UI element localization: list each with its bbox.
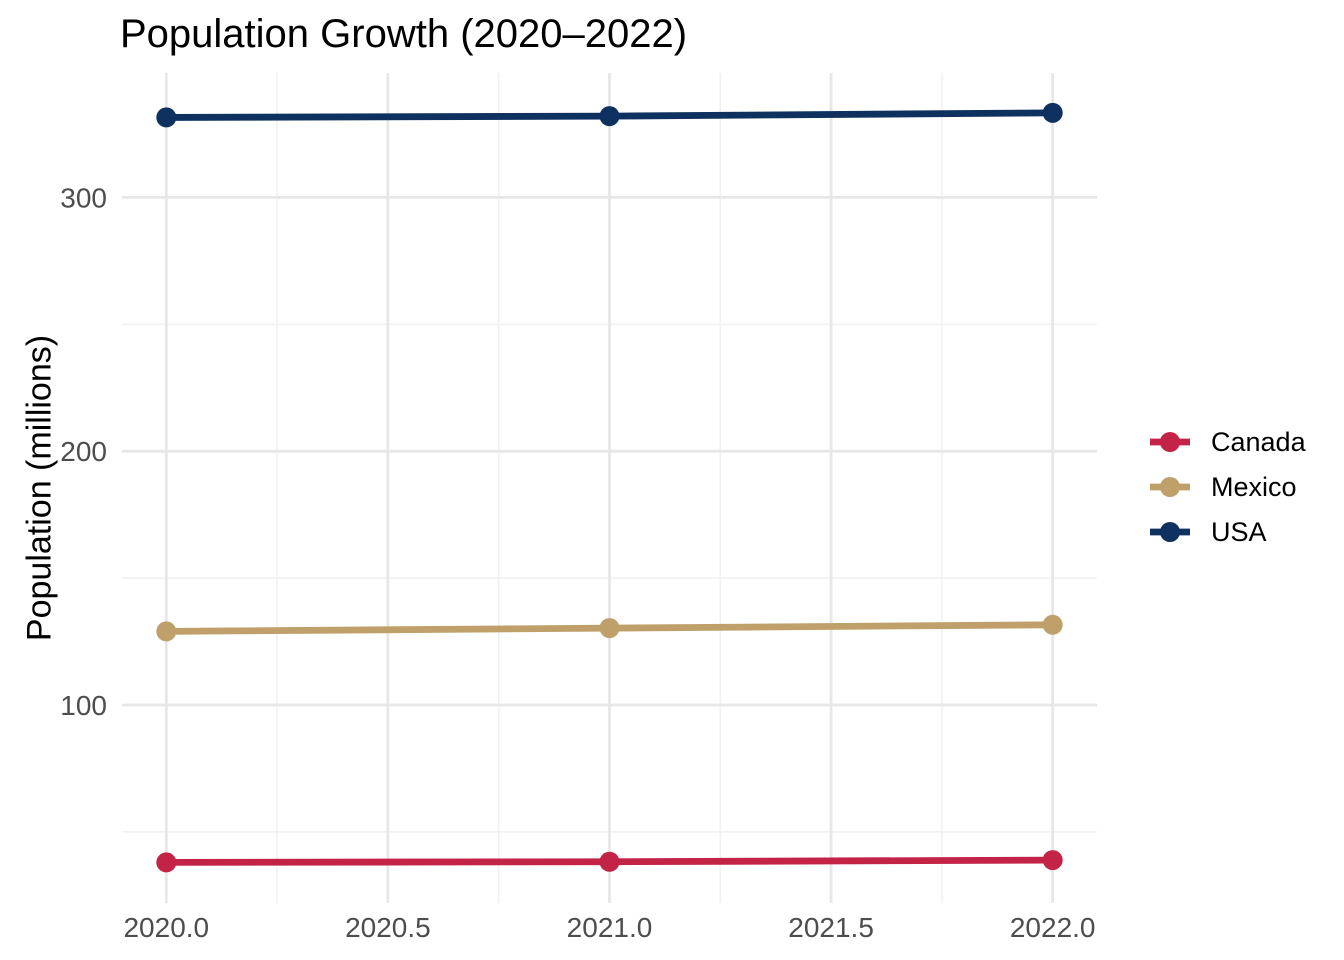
y-tick-label: 100 xyxy=(60,690,107,721)
data-point-canada xyxy=(599,851,620,872)
data-point-usa xyxy=(156,107,177,128)
legend-key-usa-icon xyxy=(1150,522,1190,542)
data-point-mexico xyxy=(156,621,177,642)
legend-key-mexico-icon xyxy=(1150,477,1190,497)
data-point-canada xyxy=(156,852,177,873)
legend-key-canada-icon xyxy=(1150,432,1190,452)
chart-title: Population Growth (2020–2022) xyxy=(120,12,688,56)
x-tick-label: 2022.0 xyxy=(1010,912,1096,943)
y-tick-label: 300 xyxy=(60,182,107,213)
legend-label-usa: USA xyxy=(1211,516,1267,547)
x-tick-label: 2021.5 xyxy=(788,912,874,943)
x-tick-label: 2020.5 xyxy=(345,912,431,943)
data-point-usa xyxy=(1042,102,1063,123)
legend-label-mexico: Mexico xyxy=(1211,471,1297,502)
legend: Canada Mexico USA xyxy=(1150,427,1306,547)
y-tick-label: 200 xyxy=(60,436,107,467)
x-tick-label: 2021.0 xyxy=(567,912,653,943)
legend-item-canada: Canada xyxy=(1150,427,1306,457)
data-point-mexico xyxy=(599,618,620,639)
data-point-usa xyxy=(599,106,620,127)
legend-item-mexico: Mexico xyxy=(1150,472,1306,502)
data-point-canada xyxy=(1042,850,1063,871)
x-tick-label: 2020.0 xyxy=(123,912,209,943)
legend-label-canada: Canada xyxy=(1211,426,1306,457)
legend-item-usa: USA xyxy=(1150,517,1306,547)
data-point-mexico xyxy=(1042,614,1063,635)
